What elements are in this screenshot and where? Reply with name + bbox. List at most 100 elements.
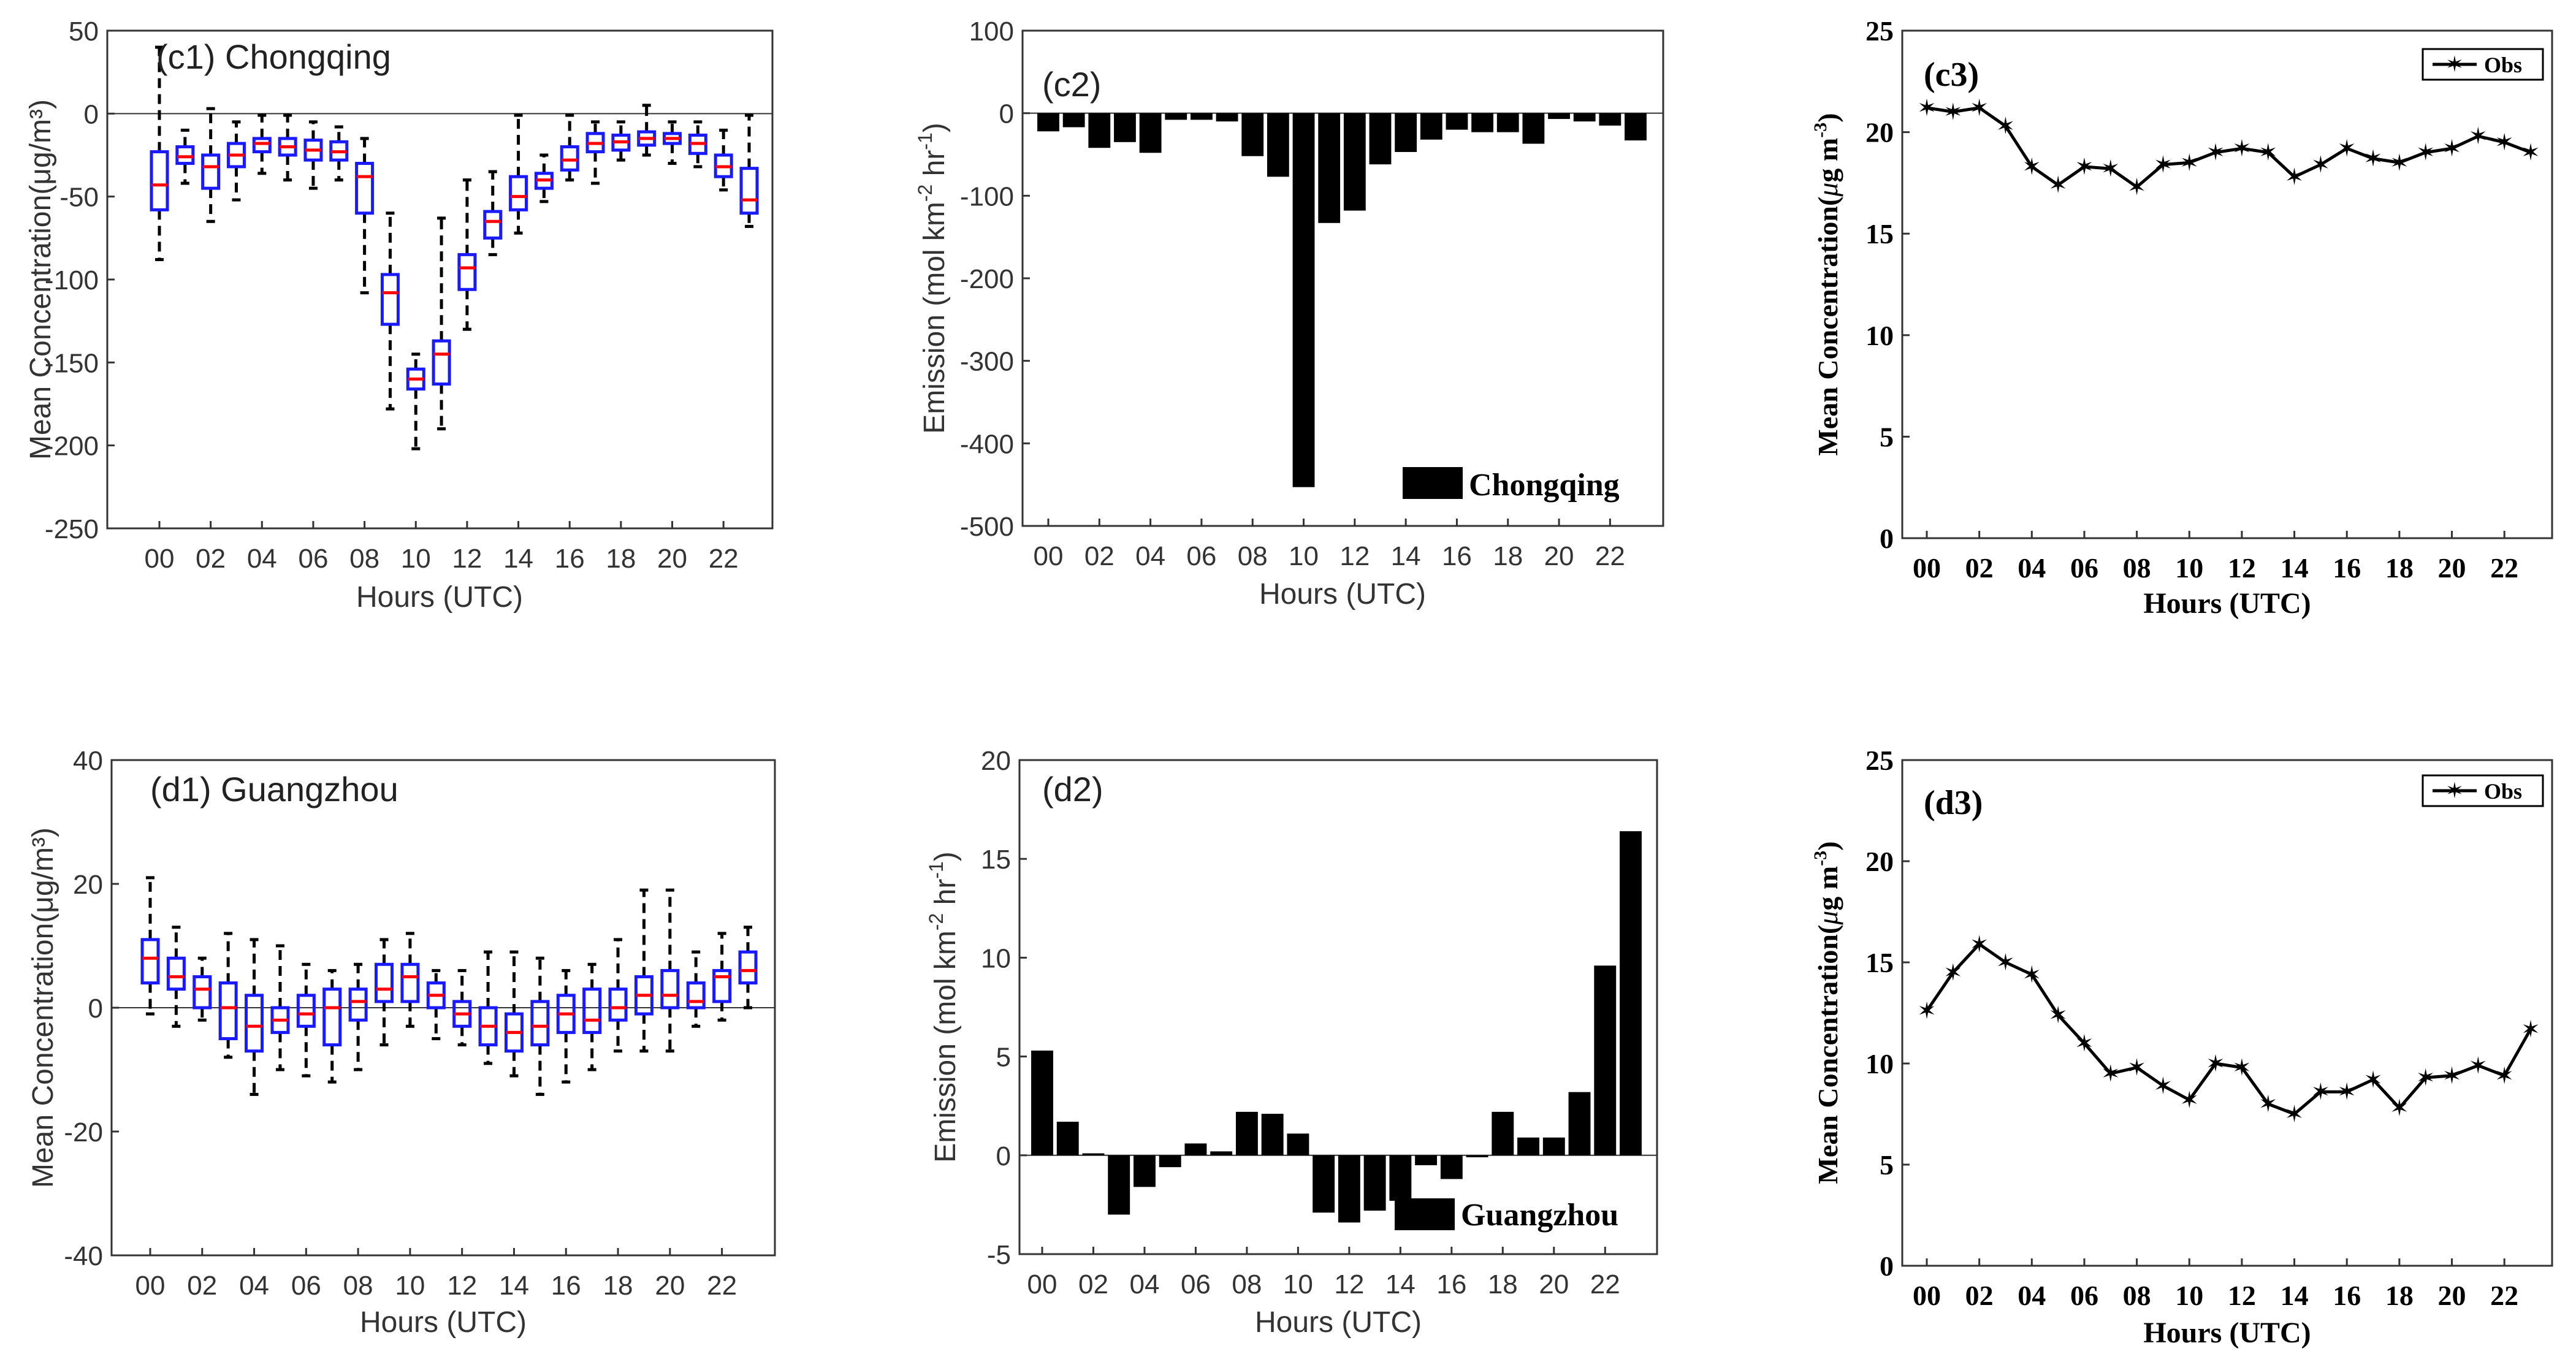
c1-x-tick-label: 08 bbox=[349, 544, 379, 574]
c2-bar bbox=[1165, 113, 1187, 120]
d1-box bbox=[296, 994, 316, 1028]
c1-box bbox=[380, 273, 400, 326]
d1-y-tick-label: -40 bbox=[64, 1241, 103, 1271]
d1-x-tick-label: 04 bbox=[239, 1271, 269, 1301]
d1-x-tick-label: 10 bbox=[395, 1271, 425, 1301]
d2-x-tick-label: 10 bbox=[1283, 1269, 1313, 1299]
d3-point-marker-icon: ✶ bbox=[2416, 1065, 2436, 1091]
c2-x-axis-label: Hours (UTC) bbox=[1259, 578, 1426, 611]
c2-bar bbox=[1395, 113, 1417, 152]
d3-point-marker-icon: ✶ bbox=[2048, 1003, 2068, 1029]
c3-y-tick-label: 20 bbox=[1865, 117, 1894, 148]
c2-bar bbox=[1037, 113, 1059, 132]
c2-bar bbox=[1343, 113, 1366, 211]
c2-bar bbox=[1471, 113, 1493, 132]
d3-point-marker-icon: ✶ bbox=[2337, 1079, 2357, 1105]
c1-box bbox=[252, 137, 272, 154]
d3-x-tick-label: 00 bbox=[1913, 1280, 1941, 1311]
d2-bar bbox=[1159, 1155, 1181, 1168]
d2-bar bbox=[1313, 1155, 1335, 1213]
d3-title: (d3) bbox=[1924, 784, 1983, 822]
c3-y-label-mu: μ bbox=[1812, 183, 1843, 197]
c3-point-marker-icon: ✶ bbox=[2442, 136, 2462, 162]
d3-y-label-g: g m bbox=[1812, 866, 1843, 911]
d3-legend-star-icon: ✶ bbox=[2445, 778, 2464, 803]
d2-bar bbox=[1210, 1151, 1233, 1155]
d1-box bbox=[192, 975, 212, 1010]
d2-y-tick-label: 10 bbox=[981, 943, 1011, 973]
d3-x-tick-label: 10 bbox=[2175, 1280, 2203, 1311]
c3-point-marker-icon: ✶ bbox=[2390, 150, 2409, 176]
c3-point-marker-icon: ✶ bbox=[2179, 150, 2199, 176]
d2-x-tick-label: 00 bbox=[1027, 1269, 1057, 1299]
c1-plot-frame bbox=[106, 29, 774, 530]
c1-y-tick-label: -250 bbox=[45, 514, 99, 544]
chart-d1: 40 20 0 -20 -40 00 02 04 06 08 10 12 14 16 18 20 22 (d1)… bbox=[27, 746, 776, 1339]
d1-y-tick-label: 40 bbox=[73, 746, 103, 776]
d3-point-marker-icon: ✶ bbox=[2206, 1051, 2225, 1077]
d1-x-tick-label: 16 bbox=[551, 1271, 581, 1301]
d1-x-tick-label: 22 bbox=[707, 1271, 737, 1301]
d1-x-tick-label: 20 bbox=[655, 1271, 685, 1301]
c3-point-marker-icon: ✶ bbox=[1970, 96, 1989, 121]
d2-bar bbox=[1108, 1155, 1130, 1215]
c2-bar bbox=[1522, 113, 1545, 144]
d1-box bbox=[218, 981, 238, 1040]
c2-bar bbox=[1599, 113, 1621, 126]
d3-x-tick-label: 02 bbox=[1965, 1280, 1994, 1311]
c3-plot-frame bbox=[1901, 29, 2553, 539]
c1-x-tick-label: 12 bbox=[452, 544, 482, 574]
c2-bar bbox=[1191, 113, 1213, 120]
c1-y-tick-label: -150 bbox=[45, 348, 99, 378]
c1-title: (c1) Chongqing bbox=[156, 37, 391, 76]
d3-y-label-mu: μ bbox=[1812, 911, 1843, 926]
d1-x-tick-label: 06 bbox=[291, 1271, 321, 1301]
d1-box bbox=[660, 968, 680, 1010]
c2-y-label-sup2: -1 bbox=[914, 132, 936, 150]
c3-series-line bbox=[1926, 106, 2531, 189]
c2-y-label-main: Emission (mol km bbox=[918, 202, 951, 434]
c1-x-tick-label: 02 bbox=[196, 544, 226, 574]
c1-box bbox=[739, 167, 759, 215]
d3-x-tick-label: 22 bbox=[2490, 1280, 2518, 1311]
d3-y-tick-label: 15 bbox=[1865, 947, 1894, 978]
d3-y-label-sup: -3 bbox=[1810, 851, 1831, 866]
d3-point-marker-icon: ✶ bbox=[2468, 1053, 2488, 1079]
c3-x-tick-label: 18 bbox=[2385, 552, 2414, 584]
d1-box bbox=[166, 956, 186, 991]
c2-y-tick-label: -500 bbox=[960, 512, 1014, 542]
c2-bar bbox=[1420, 113, 1442, 140]
c1-box bbox=[201, 153, 221, 190]
d1-box bbox=[322, 987, 342, 1047]
c2-y-tick-label: -100 bbox=[960, 181, 1014, 211]
d2-bar bbox=[1568, 1092, 1591, 1155]
chart-c1: 50 0 -50 -100 -150 -200 -250 00 02 04 06 08 10 12 14 16… bbox=[25, 17, 774, 614]
d1-box bbox=[582, 987, 602, 1034]
d3-x-tick-label: 16 bbox=[2333, 1280, 2361, 1311]
c2-y-axis-label: Emission (mol km-2 hr-1) bbox=[914, 123, 951, 434]
c3-point-marker-icon: ✶ bbox=[2337, 136, 2357, 162]
c2-x-tick-label: 02 bbox=[1084, 541, 1115, 571]
d1-x-tick-label: 00 bbox=[135, 1271, 166, 1301]
d1-x-tick-label: 08 bbox=[343, 1271, 373, 1301]
d2-x-tick-label: 22 bbox=[1590, 1269, 1620, 1299]
d2-x-tick-label: 12 bbox=[1334, 1269, 1364, 1299]
d2-bar bbox=[1466, 1155, 1488, 1158]
c3-point-marker-icon: ✶ bbox=[1917, 96, 1937, 121]
d1-box bbox=[686, 981, 706, 1010]
d2-y-label-main: Emission (mol km bbox=[929, 930, 962, 1163]
d3-x-tick-label: 14 bbox=[2281, 1280, 2309, 1311]
d3-x-tick-label: 04 bbox=[2018, 1280, 2046, 1311]
d2-y-axis-label: Emission (mol km-2 hr-1) bbox=[925, 851, 962, 1163]
c2-bar bbox=[1088, 113, 1111, 148]
c1-y-tick-label: 50 bbox=[69, 17, 99, 47]
d3-point-marker-icon: ✶ bbox=[2442, 1063, 2462, 1089]
d3-x-tick-label: 12 bbox=[2228, 1280, 2256, 1311]
d1-box bbox=[400, 962, 420, 1003]
c1-y-axis-label: Mean Concentration(μg/m³) bbox=[25, 99, 57, 460]
c2-x-tick-label: 22 bbox=[1595, 541, 1625, 571]
c3-x-tick-label: 00 bbox=[1913, 552, 1941, 584]
